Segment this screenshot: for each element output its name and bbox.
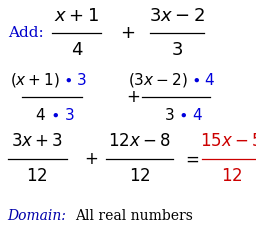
Text: $(x+1)$: $(x+1)$ bbox=[10, 71, 60, 89]
Text: $4$: $4$ bbox=[35, 106, 46, 123]
Text: $+$: $+$ bbox=[120, 24, 136, 42]
Text: $4$: $4$ bbox=[71, 41, 83, 59]
Text: $3x+3$: $3x+3$ bbox=[11, 134, 63, 150]
Text: $12$: $12$ bbox=[129, 168, 150, 185]
Text: $15x-5$: $15x-5$ bbox=[200, 134, 256, 150]
Text: $=$: $=$ bbox=[182, 151, 199, 168]
Text: $\bullet$: $\bullet$ bbox=[191, 73, 200, 87]
Text: Add:: Add: bbox=[8, 26, 44, 40]
Text: $3$: $3$ bbox=[76, 72, 86, 88]
Text: $4$: $4$ bbox=[192, 106, 203, 123]
Text: $12$: $12$ bbox=[221, 168, 242, 185]
Text: $3$: $3$ bbox=[164, 106, 174, 123]
Text: $3$: $3$ bbox=[171, 41, 183, 59]
Text: $12x-8$: $12x-8$ bbox=[108, 134, 171, 150]
Text: $4$: $4$ bbox=[204, 72, 214, 88]
Text: Domain:: Domain: bbox=[8, 209, 67, 224]
Text: $+$: $+$ bbox=[126, 89, 140, 106]
Text: $x+1$: $x+1$ bbox=[54, 7, 99, 25]
Text: $3x-2$: $3x-2$ bbox=[149, 7, 205, 25]
Text: $(3x-2)$: $(3x-2)$ bbox=[129, 71, 188, 89]
Text: $\bullet$: $\bullet$ bbox=[178, 107, 187, 122]
Text: $\bullet$: $\bullet$ bbox=[63, 73, 72, 87]
Text: $\bullet$: $\bullet$ bbox=[50, 107, 59, 122]
Text: $3$: $3$ bbox=[64, 106, 74, 123]
Text: $12$: $12$ bbox=[26, 168, 48, 185]
Text: $+$: $+$ bbox=[84, 151, 98, 168]
Text: All real numbers: All real numbers bbox=[76, 209, 193, 224]
